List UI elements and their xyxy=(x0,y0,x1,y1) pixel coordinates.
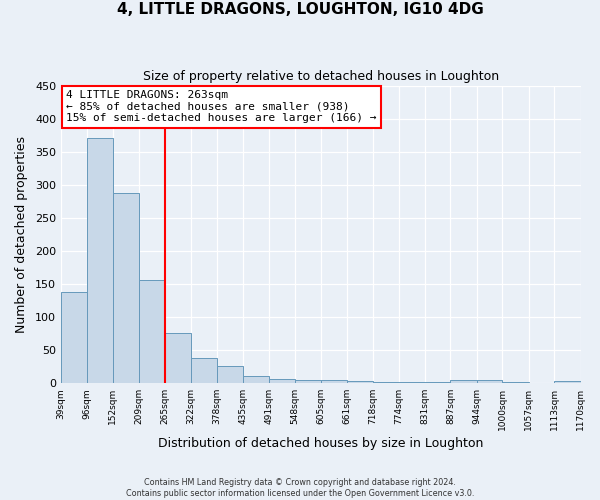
Bar xyxy=(87,138,113,383)
Bar xyxy=(243,376,269,383)
Bar xyxy=(113,192,139,383)
Bar xyxy=(217,366,243,383)
Bar xyxy=(502,382,529,383)
Title: Size of property relative to detached houses in Loughton: Size of property relative to detached ho… xyxy=(143,70,499,83)
Bar xyxy=(425,382,451,383)
Bar xyxy=(321,380,347,383)
Bar xyxy=(373,382,398,383)
Text: Contains HM Land Registry data © Crown copyright and database right 2024.
Contai: Contains HM Land Registry data © Crown c… xyxy=(126,478,474,498)
Bar xyxy=(295,380,321,383)
Bar xyxy=(269,379,295,383)
Text: 4 LITTLE DRAGONS: 263sqm
← 85% of detached houses are smaller (938)
15% of semi-: 4 LITTLE DRAGONS: 263sqm ← 85% of detach… xyxy=(66,90,377,123)
Bar xyxy=(451,380,476,383)
Y-axis label: Number of detached properties: Number of detached properties xyxy=(15,136,28,333)
Bar xyxy=(191,358,217,383)
Bar xyxy=(165,334,191,383)
Bar xyxy=(347,381,373,383)
Bar xyxy=(139,280,165,383)
X-axis label: Distribution of detached houses by size in Loughton: Distribution of detached houses by size … xyxy=(158,437,484,450)
Text: 4, LITTLE DRAGONS, LOUGHTON, IG10 4DG: 4, LITTLE DRAGONS, LOUGHTON, IG10 4DG xyxy=(116,2,484,18)
Bar xyxy=(554,381,581,383)
Bar xyxy=(61,292,87,383)
Bar xyxy=(398,382,425,383)
Bar xyxy=(476,380,502,383)
